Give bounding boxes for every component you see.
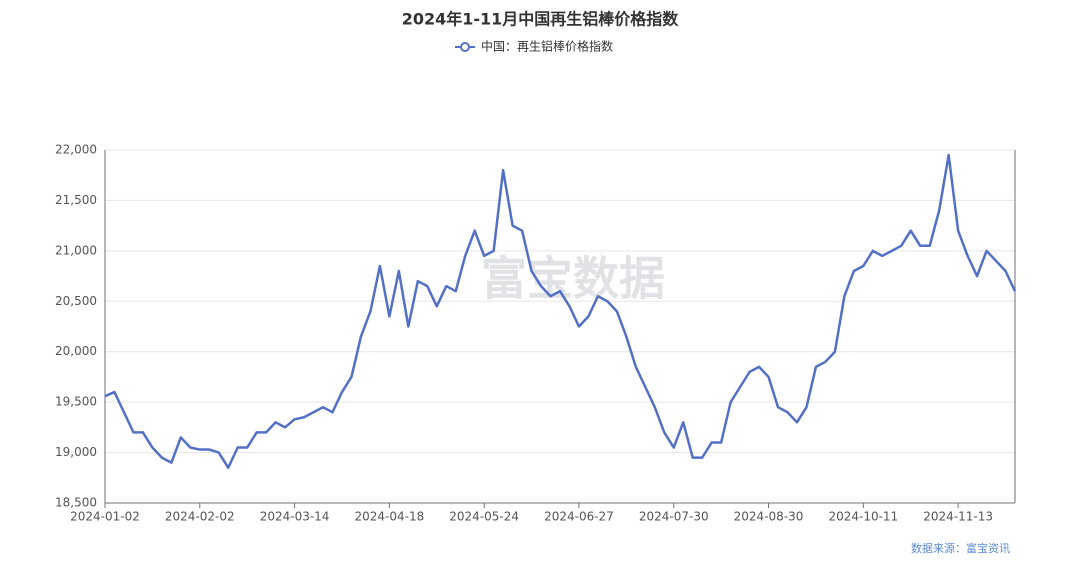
y-tick-label: 18,500 [55, 496, 97, 510]
y-tick-label: 20,000 [55, 344, 97, 358]
legend-icon-marker [460, 42, 470, 52]
x-tick-label: 2024-06-27 [544, 510, 614, 524]
legend-label: 中国：再生铝棒价格指数 [481, 39, 613, 54]
x-tick-label: 2024-05-24 [449, 510, 519, 524]
line-series [104, 153, 1017, 469]
watermark: 富宝数据 [481, 252, 665, 306]
chart-title: 2024年1-11月中国再生铝棒价格指数 [402, 10, 680, 29]
y-tick-label: 20,500 [55, 294, 97, 308]
y-tick-label: 21,000 [55, 243, 97, 257]
y-tick-label: 21,500 [55, 193, 97, 207]
y-tick-label: 19,500 [55, 395, 97, 409]
x-tick-label: 2024-07-30 [639, 510, 709, 524]
source-note: 数据来源：富宝资讯 [911, 541, 1010, 555]
x-tick-label: 2024-08-30 [734, 510, 804, 524]
y-tick-label: 22,000 [55, 143, 97, 157]
y-tick-label: 19,000 [55, 445, 97, 459]
x-tick-label: 2024-10-11 [828, 510, 898, 524]
x-tick-label: 2024-01-02 [70, 510, 140, 524]
x-tick-label: 2024-04-18 [355, 510, 425, 524]
x-tick-label: 2024-11-13 [923, 510, 993, 524]
x-tick-label: 2024-02-02 [165, 510, 235, 524]
x-tick-label: 2024-03-14 [260, 510, 330, 524]
